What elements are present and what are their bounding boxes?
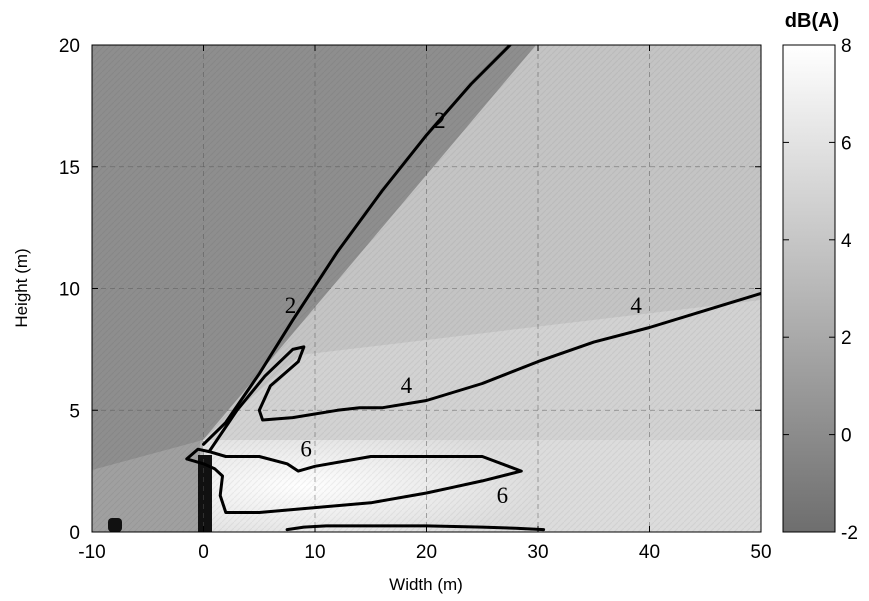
x-tick-label: 40 [639, 542, 660, 563]
contour-line-4 [207, 291, 761, 454]
x-tick-label: 10 [304, 542, 325, 563]
y-tick-label: 20 [59, 36, 80, 57]
x-tick-label: 0 [198, 542, 209, 563]
colorbar-tick-label: 6 [841, 133, 852, 154]
contour-line-6 [285, 524, 546, 532]
x-tick-label: 20 [416, 542, 437, 563]
x-tick-label: 30 [527, 542, 548, 563]
ground-marker [108, 518, 122, 532]
colorbar-tick-label: 2 [841, 328, 852, 349]
contour-label: 2 [285, 293, 297, 318]
colorbar-gradient [782, 44, 836, 533]
colorbar-tick-label: 0 [841, 426, 852, 447]
contour-label: 6 [300, 437, 312, 462]
colorbar-title: dB(A) [785, 10, 839, 32]
y-tick-label: 15 [59, 158, 80, 179]
contour-label: 2 [434, 108, 446, 133]
contour-line-2 [202, 45, 512, 446]
x-tick-label: 50 [750, 542, 771, 563]
colorbar-tick-label: -2 [841, 523, 858, 544]
x-tick-label: -10 [78, 542, 105, 563]
source-marker [198, 455, 212, 532]
grid-lines [92, 45, 761, 532]
contour-lines [185, 45, 761, 532]
contour-label: 6 [497, 483, 509, 508]
y-tick-label: 0 [69, 523, 80, 544]
y-tick-label: 5 [69, 401, 80, 422]
y-tick-label: 10 [59, 280, 80, 301]
colorbar-ticks: -2 0 2 4 6 8 [783, 36, 858, 544]
x-axis-title: Width (m) [389, 575, 463, 594]
contour-label: 4 [401, 373, 413, 398]
colorbar-tick-label: 8 [841, 36, 852, 57]
axis-ticks [91, 44, 762, 533]
colorbar: dB(A) -2 0 2 4 6 8 [782, 10, 858, 544]
y-tick-labels: 0 5 10 15 20 [59, 36, 80, 544]
colorbar-tick-label: 4 [841, 231, 852, 252]
y-axis-title: Height (m) [12, 248, 31, 327]
contour-labels: 2 2 4 4 6 6 [285, 108, 643, 508]
x-tick-labels: -10 0 10 20 30 40 50 [78, 542, 771, 563]
contour-label: 4 [630, 293, 642, 318]
contour-line-6 [185, 447, 523, 514]
